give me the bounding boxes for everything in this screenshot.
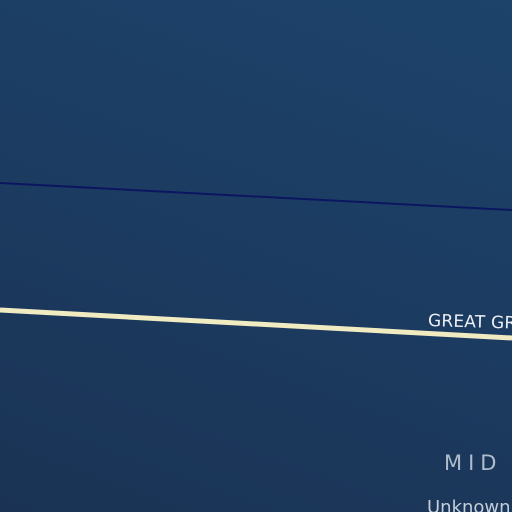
- region-label: MID: [444, 451, 503, 475]
- boundary-line: [0, 182, 512, 211]
- place-label: Unknown: [427, 497, 511, 512]
- road-label: GREAT GR: [427, 311, 512, 334]
- road-line[interactable]: [0, 307, 512, 341]
